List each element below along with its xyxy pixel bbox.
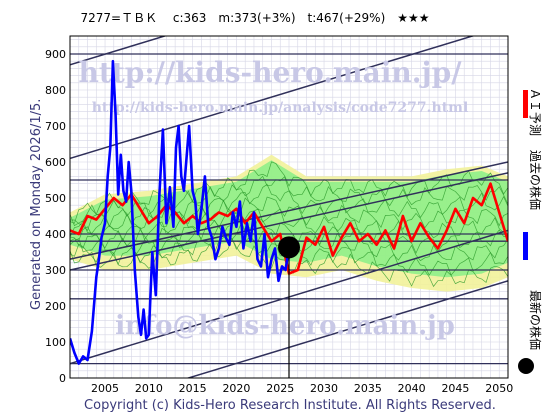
x-tick-label: 2025 bbox=[266, 382, 294, 395]
watermark-email: info@kids-hero.main.jp bbox=[115, 311, 455, 341]
trend-line bbox=[70, 36, 476, 160]
band-texture-line bbox=[70, 196, 508, 238]
y-tick-label: 300 bbox=[45, 264, 66, 277]
chart-header: 7277=ＴＢＫ c:363 m:373(+3%) t:467(+29%) ★★… bbox=[80, 11, 429, 25]
y-tick-label: 200 bbox=[45, 300, 66, 313]
x-axis-ticks: 2005 2010 2015 2020 2025 2030 2035 2040 2045 2050 bbox=[91, 382, 513, 395]
x-tick-label: 2035 bbox=[354, 382, 382, 395]
prediction-band-layer bbox=[70, 154, 508, 292]
legend-item-past: 過去の株価 bbox=[523, 150, 543, 260]
y-tick-label: 500 bbox=[45, 192, 66, 205]
copyright-notice: Copyright (c) Kids-Hero Research Institu… bbox=[84, 398, 496, 413]
trend-line bbox=[70, 172, 508, 271]
y-tick-label: 0 bbox=[59, 372, 66, 385]
watermark-analysis: http://kids-hero.main.jp/analysis/code72… bbox=[92, 100, 469, 116]
legend-swatch-ai bbox=[523, 90, 528, 118]
x-tick-label: 2015 bbox=[179, 382, 207, 395]
trend-line bbox=[70, 161, 508, 260]
x-tick-label: 2020 bbox=[222, 382, 250, 395]
plot-border bbox=[69, 35, 509, 379]
y-tick-label: 100 bbox=[45, 336, 66, 349]
y-tick-label: 800 bbox=[45, 84, 66, 97]
latest-marker-layer bbox=[278, 236, 300, 378]
series-past-price bbox=[70, 59, 291, 365]
plot-area: http://kids-hero.main.jp/ http://kids-he… bbox=[69, 35, 509, 379]
x-tick-label: 2050 bbox=[485, 382, 513, 395]
y-tick-label: 900 bbox=[45, 48, 66, 61]
y-tick-label: 600 bbox=[45, 156, 66, 169]
x-tick-label: 2040 bbox=[398, 382, 426, 395]
band-texture-line bbox=[70, 161, 508, 224]
trend-line bbox=[70, 36, 168, 66]
legend: ＡＩ予測 過去の株価 最新の株価 bbox=[518, 88, 543, 374]
x-tick-label: 2010 bbox=[135, 382, 163, 395]
generated-date-label: Generated on Monday 2026/1/5. bbox=[29, 99, 44, 310]
y-axis-ticks: 0 100 200 300 400 500 600 700 800 900 bbox=[45, 48, 66, 385]
band-texture-line bbox=[70, 175, 508, 227]
legend-item-latest: 最新の株価 bbox=[518, 290, 543, 374]
x-tick-label: 2005 bbox=[91, 382, 119, 395]
watermark-layer: http://kids-hero.main.jp/ http://kids-he… bbox=[79, 56, 469, 341]
x-tick-label: 2030 bbox=[310, 382, 338, 395]
y-tick-label: 700 bbox=[45, 120, 66, 133]
y-tick-label: 400 bbox=[45, 228, 66, 241]
legend-swatch-latest bbox=[518, 358, 534, 374]
legend-label-ai: ＡＩ予測 bbox=[528, 88, 542, 136]
legend-swatch-past bbox=[523, 232, 528, 260]
watermark-url: http://kids-hero.main.jp/ bbox=[79, 56, 463, 89]
legend-label-latest: 最新の株価 bbox=[528, 290, 543, 350]
x-tick-label: 2045 bbox=[441, 382, 469, 395]
band-texture-line bbox=[70, 208, 508, 242]
latest-price-marker bbox=[278, 236, 300, 259]
legend-item-ai: ＡＩ予測 bbox=[523, 88, 542, 136]
legend-label-past: 過去の株価 bbox=[528, 150, 543, 210]
